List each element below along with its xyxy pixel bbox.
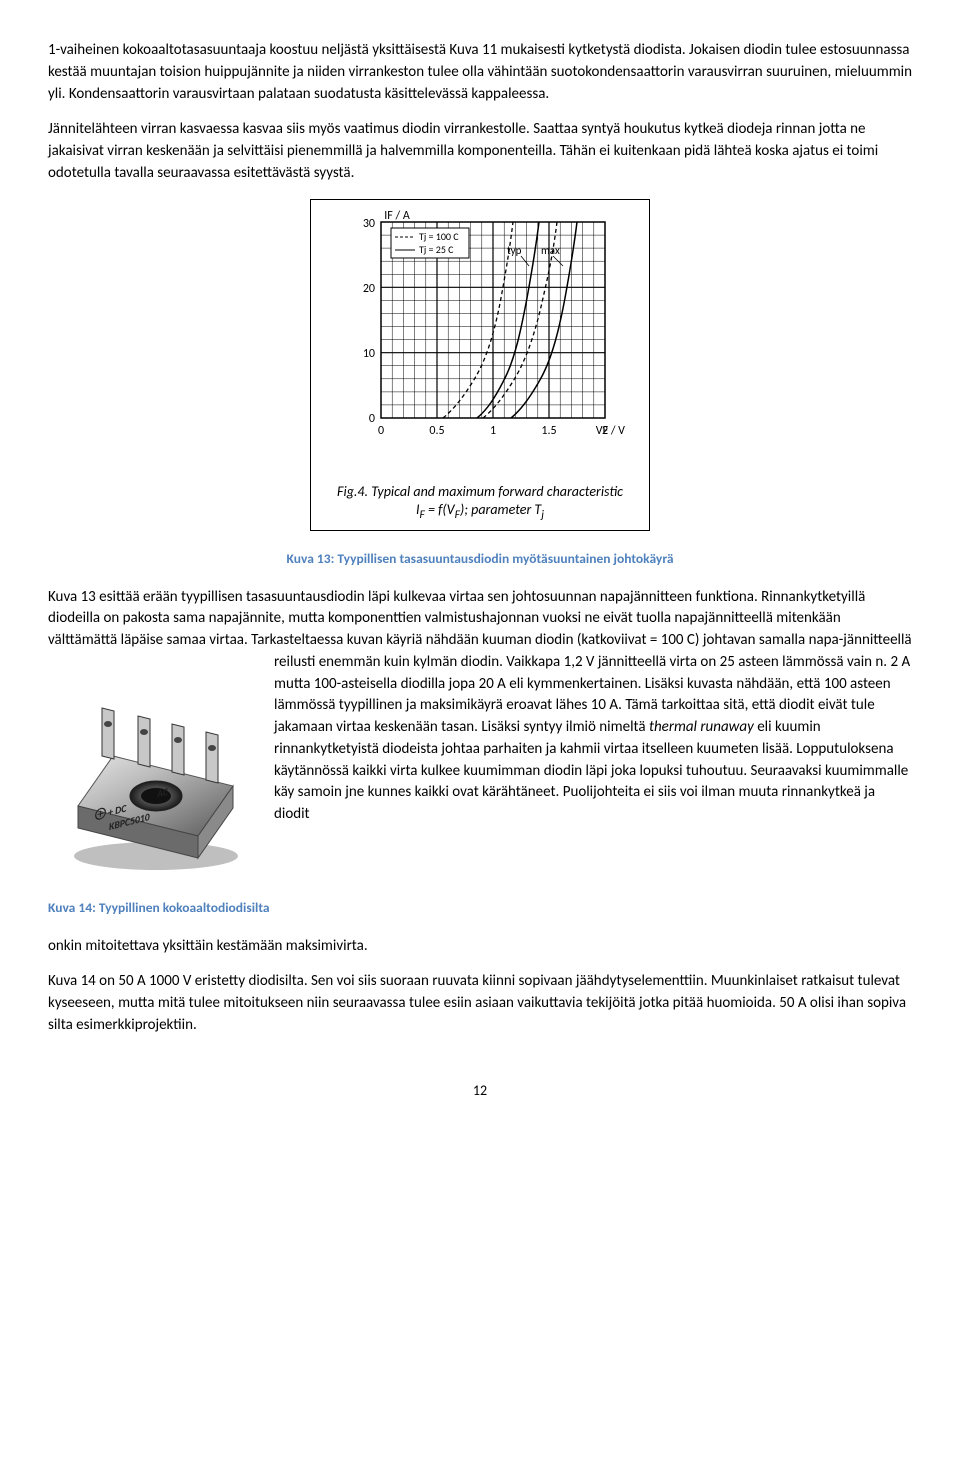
paragraph-5: Kuva 14 on 50 A 1000 V eristetty diodisi… <box>48 971 912 1036</box>
xtick-15: 1.5 <box>541 424 556 438</box>
ytick-0: 0 <box>369 412 375 426</box>
page-number: 12 <box>48 1081 912 1101</box>
paragraph-2: Jännitelähteen virran kasvaessa kasvaa s… <box>48 119 912 184</box>
bridge-rectifier-image: + DC AC KBPC5010 <box>48 656 258 876</box>
chart-svg: Tj = 100 C Tj = 25 C typ max 0 10 <box>325 210 635 470</box>
paragraph-1: 1-vaiheinen kokoaaltotasasuuntaaja koost… <box>48 40 912 105</box>
xlabel: VF / V <box>596 424 625 438</box>
ytick-20: 20 <box>363 282 375 296</box>
curve-label-max: max <box>541 244 560 257</box>
ytick-30: 30 <box>363 217 375 231</box>
xtick-05: 0.5 <box>429 424 444 438</box>
figure-14-caption: Kuva 14: Tyypillinen kokoaaltodiodisilta <box>48 898 912 918</box>
forward-characteristic-chart: Tj = 100 C Tj = 25 C typ max 0 10 <box>48 199 912 532</box>
ytick-10: 10 <box>363 347 375 361</box>
figure-13-caption: Kuva 13: Tyypillisen tasasuuntausdiodin … <box>48 549 912 569</box>
paragraph-3: Kuva 13 esittää erään tyypillisen tasasu… <box>48 587 912 826</box>
legend-tj25: Tj = 25 C <box>419 243 454 256</box>
paragraph-4: onkin mitoitettava yksittäin kestämään m… <box>48 936 912 958</box>
chart-inner-caption: Fig.4. Typical and maximum forward chara… <box>325 483 635 522</box>
ylabel: IF / A <box>384 210 410 223</box>
xtick-0: 0 <box>378 424 384 438</box>
xtick-1: 1 <box>490 424 496 438</box>
legend-tj100: Tj = 100 C <box>419 230 459 243</box>
